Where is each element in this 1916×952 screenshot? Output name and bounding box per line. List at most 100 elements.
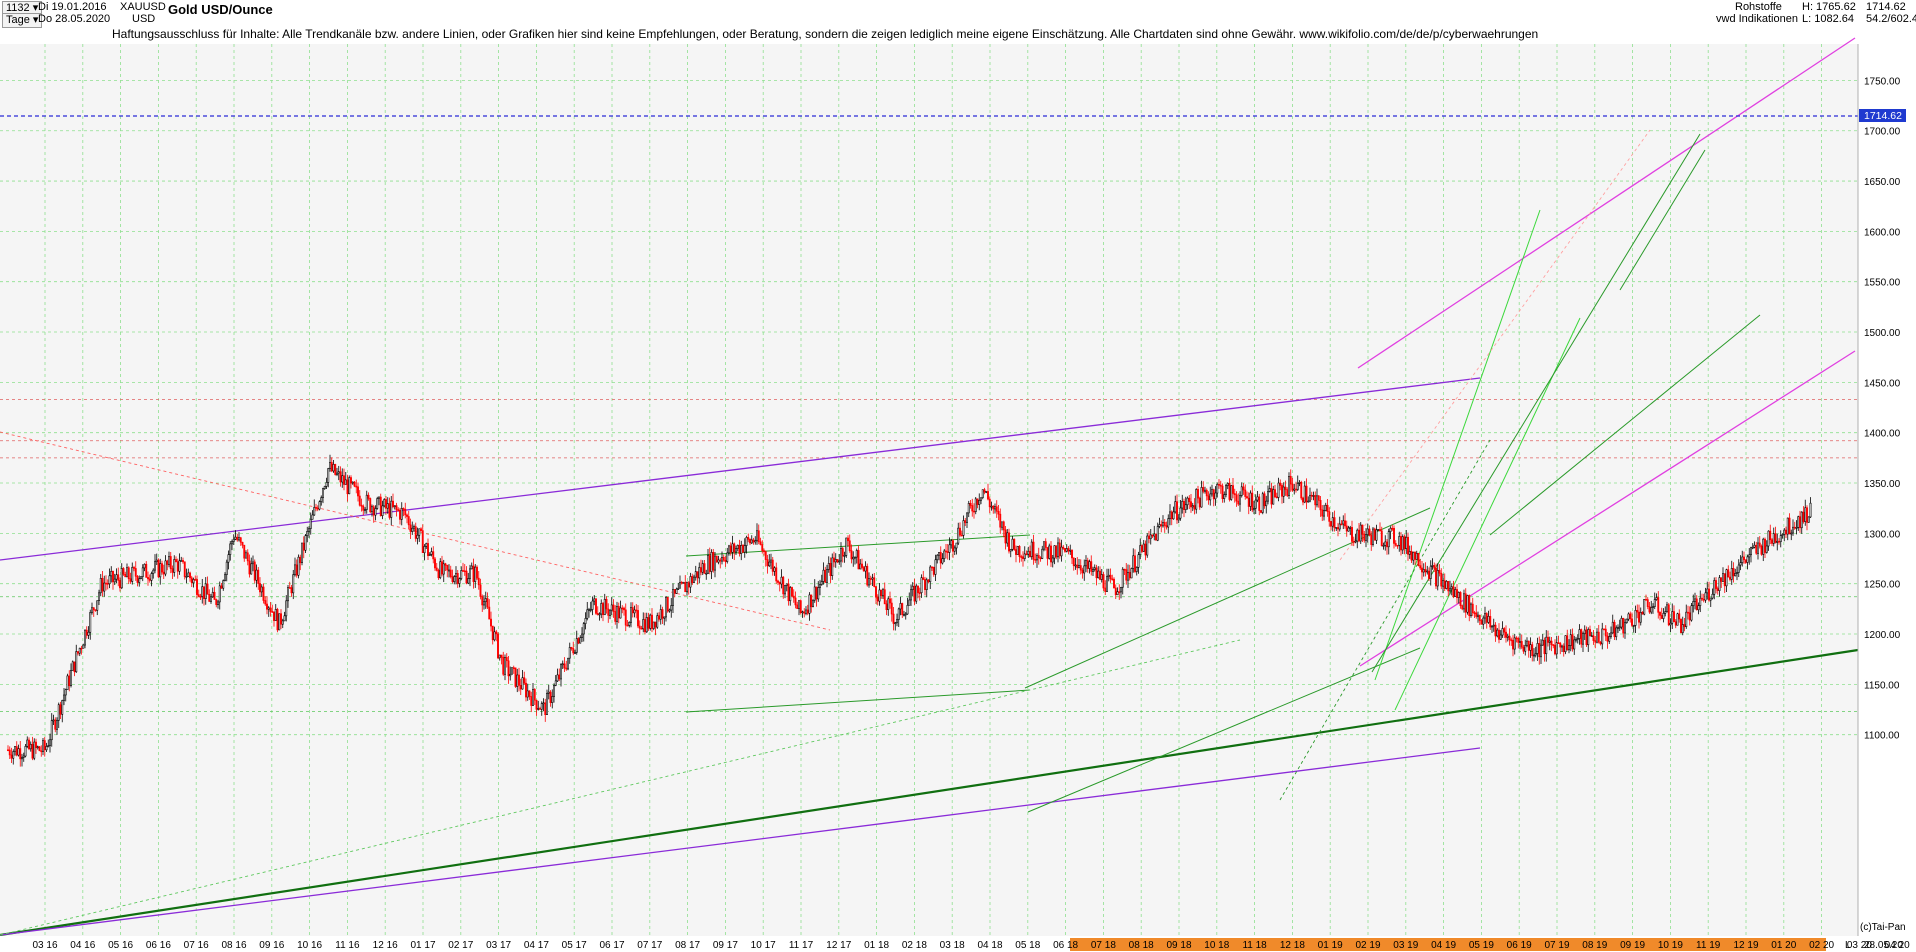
candle-body — [1680, 618, 1682, 634]
x-tick-label: 11 18 — [1242, 940, 1267, 951]
candle-body — [1688, 612, 1691, 621]
candle-body — [491, 625, 494, 641]
chart-header: 1132 ▾ Di 19.01.2016 Tage ▾ Do 28.05.202… — [0, 0, 1916, 44]
candle-body — [479, 584, 482, 597]
candle-body — [521, 677, 524, 690]
candle-body — [1492, 624, 1495, 627]
candle-body — [623, 607, 625, 611]
candle-body — [1104, 587, 1107, 592]
candle-body — [682, 582, 685, 584]
candle-body — [1753, 544, 1756, 548]
candle-body — [1106, 576, 1108, 592]
candle-body — [392, 500, 394, 508]
candle-body — [187, 572, 190, 577]
candle-body — [1772, 533, 1775, 544]
candle-body — [866, 565, 869, 586]
candle-body — [539, 708, 541, 710]
candle-body — [815, 586, 818, 600]
period-select[interactable]: Tage ▾ — [2, 13, 43, 28]
candle-body — [1039, 557, 1042, 560]
candle-body — [936, 554, 939, 561]
candle-body — [180, 560, 183, 562]
candle-body — [94, 609, 97, 612]
candle-body — [330, 462, 333, 472]
candle-body — [1092, 569, 1094, 572]
candle-body — [1513, 637, 1516, 650]
candle-body — [1064, 548, 1066, 552]
candle-body — [1792, 526, 1794, 534]
candle-body — [43, 740, 46, 751]
candle-body — [962, 520, 965, 536]
candle-body — [532, 689, 534, 706]
candle-body — [365, 494, 368, 510]
candle-body — [14, 746, 16, 752]
candle-body — [1737, 564, 1740, 573]
candle-body — [1107, 574, 1110, 577]
candle-body — [829, 563, 832, 576]
candle-body — [1618, 626, 1621, 629]
candle-body — [572, 648, 575, 654]
candle-body — [78, 647, 81, 654]
candle-body — [407, 516, 410, 526]
x-tick-label: 07 18 — [1091, 940, 1116, 951]
candle-body — [1242, 486, 1245, 491]
candle-body — [938, 552, 940, 556]
candle-body — [378, 496, 380, 499]
candle-body — [50, 720, 53, 741]
candle-body — [997, 510, 1000, 515]
x-tick-label: 05 17 — [562, 940, 587, 951]
date-from: Di 19.01.2016 — [38, 1, 107, 13]
candle-body — [903, 614, 905, 616]
candle-body — [99, 577, 102, 594]
candle-body — [1340, 523, 1343, 526]
candle-body — [1277, 482, 1280, 498]
candle-body — [1253, 507, 1255, 511]
candle-body — [1407, 536, 1409, 555]
candle-body — [1065, 548, 1068, 552]
candles — [7, 454, 1812, 767]
candle-body — [588, 609, 590, 611]
candle-body — [586, 609, 589, 619]
candle-body — [546, 692, 548, 715]
candle-body — [1093, 567, 1096, 570]
candle-body — [1454, 589, 1457, 597]
candle-body — [810, 594, 813, 608]
x-axis-highlight — [1070, 938, 1826, 951]
x-tick-label: 03 19 — [1393, 940, 1418, 951]
candle-body — [1795, 527, 1798, 529]
candle-body — [1520, 641, 1523, 648]
candle-body — [722, 557, 725, 561]
candle-body — [1428, 570, 1430, 579]
candle-body — [1275, 496, 1278, 499]
candle-body — [1324, 504, 1327, 511]
candle-body — [789, 587, 792, 602]
candle-body — [196, 579, 198, 595]
candle-body — [45, 746, 48, 751]
candle-body — [323, 486, 326, 489]
candle-body — [1062, 546, 1065, 549]
candle-body — [817, 587, 820, 600]
candle-body — [1044, 541, 1047, 548]
candle-body — [1706, 588, 1709, 594]
candle-body — [486, 598, 489, 608]
candle-body — [698, 567, 701, 579]
candle-body — [301, 542, 303, 563]
y-tick-label: 1550.00 — [1864, 278, 1901, 289]
candle-body — [495, 631, 498, 635]
candle-body — [708, 555, 711, 572]
trendline — [1339, 129, 1651, 561]
candle-body — [598, 613, 601, 616]
candle-body — [1585, 629, 1588, 646]
candle-body — [1071, 549, 1073, 559]
candle-body — [1132, 555, 1135, 569]
candle-body — [761, 544, 764, 551]
candle-body — [640, 627, 643, 630]
candle-body — [1281, 485, 1283, 497]
candle-body — [304, 535, 307, 551]
candle-body — [218, 585, 221, 603]
candle-body — [388, 503, 391, 518]
candle-body — [1435, 567, 1437, 587]
candle-body — [138, 578, 141, 583]
candle-body — [1711, 593, 1714, 599]
candle-body — [1146, 535, 1149, 556]
